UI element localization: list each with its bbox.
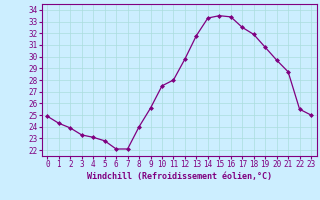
X-axis label: Windchill (Refroidissement éolien,°C): Windchill (Refroidissement éolien,°C) (87, 172, 272, 181)
